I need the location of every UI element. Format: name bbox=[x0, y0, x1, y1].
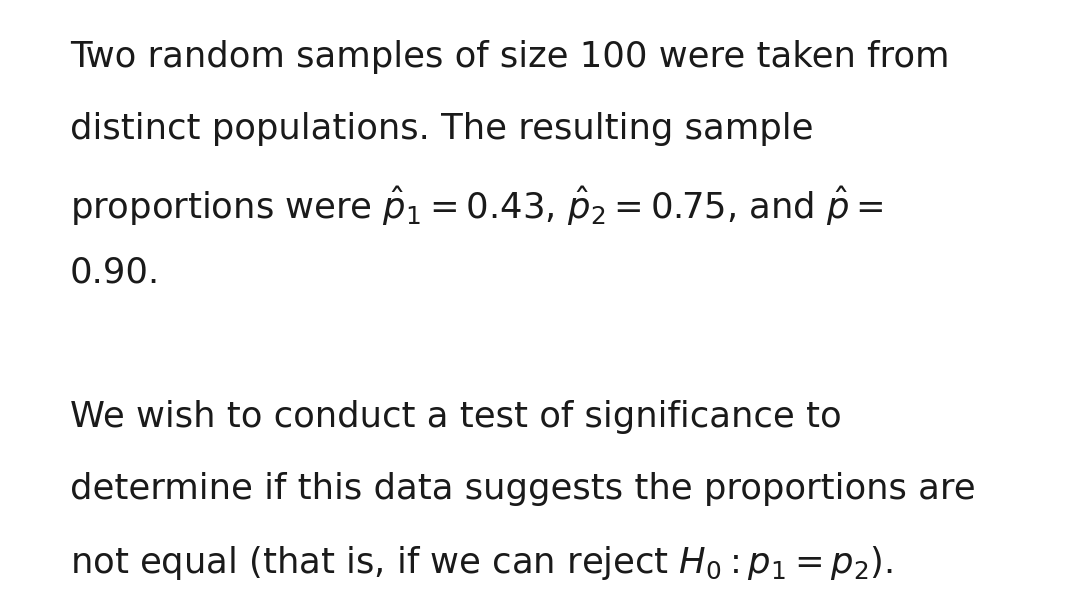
Text: Two random samples of size 100 were taken from: Two random samples of size 100 were take… bbox=[70, 40, 950, 74]
Text: We wish to conduct a test of significance to: We wish to conduct a test of significanc… bbox=[70, 400, 842, 434]
Text: 0.90.: 0.90. bbox=[70, 256, 161, 290]
Text: distinct populations. The resulting sample: distinct populations. The resulting samp… bbox=[70, 112, 814, 146]
Text: not equal (that is, if we can reject $H_0 : p_1 = p_2$).: not equal (that is, if we can reject $H_… bbox=[70, 544, 893, 581]
Text: determine if this data suggests the proportions are: determine if this data suggests the prop… bbox=[70, 472, 976, 506]
Text: proportions were $\hat{p}_1 = 0.43$, $\hat{p}_2 = 0.75$, and $\hat{p} =$: proportions were $\hat{p}_1 = 0.43$, $\h… bbox=[70, 184, 884, 228]
